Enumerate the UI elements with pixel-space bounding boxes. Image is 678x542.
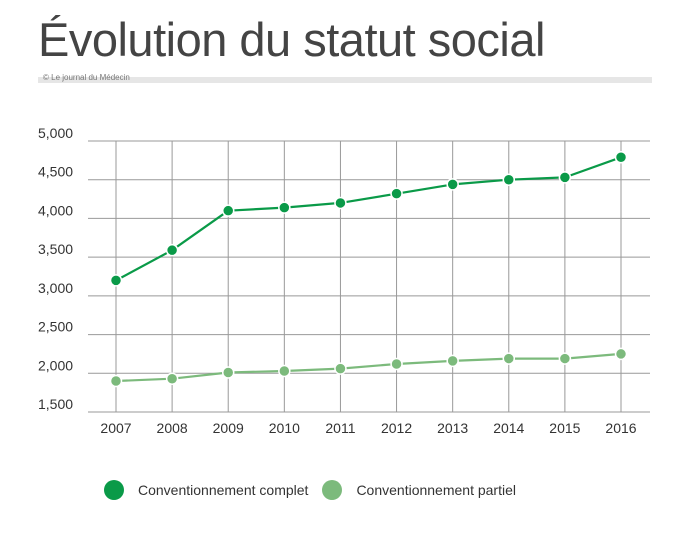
x-tick-label: 2009 xyxy=(213,420,244,436)
x-tick-label: 2012 xyxy=(381,420,412,436)
legend-swatch-partiel xyxy=(322,480,343,500)
x-tick-label: 2015 xyxy=(549,420,580,436)
data-point-partiel xyxy=(390,357,403,371)
series-line-complet xyxy=(115,156,622,282)
x-tick-label: 2008 xyxy=(157,420,188,436)
data-point-partiel xyxy=(614,347,628,361)
y-tick-label: 4,500 xyxy=(38,164,73,180)
data-point-complet xyxy=(614,151,628,164)
data-point-partiel xyxy=(109,374,123,388)
data-point-complet xyxy=(558,171,572,184)
y-tick-label: 1,500 xyxy=(38,396,73,412)
legend-swatch-complet xyxy=(104,480,124,500)
x-tick-label: 2014 xyxy=(493,420,524,436)
y-tick-label: 5,000 xyxy=(38,125,73,141)
credit-bar xyxy=(38,77,652,83)
data-point-complet xyxy=(502,173,516,186)
series-line-partiel xyxy=(115,352,622,383)
y-tick-label: 3,500 xyxy=(38,241,73,257)
y-tick-label: 4,000 xyxy=(38,202,73,218)
chart-title: Évolution du statut social xyxy=(38,13,545,66)
data-point-complet xyxy=(109,274,123,287)
data-point-complet xyxy=(221,204,235,217)
data-point-partiel xyxy=(165,372,179,385)
data-point-complet xyxy=(446,178,459,191)
data-point-partiel xyxy=(221,366,235,379)
y-tick-label: 2,500 xyxy=(38,319,73,335)
x-tick-label: 2011 xyxy=(325,420,355,436)
credit-text: © Le journal du Médecin xyxy=(43,73,130,82)
data-point-partiel xyxy=(558,352,572,365)
data-point-complet xyxy=(390,187,403,200)
data-point-complet xyxy=(334,196,347,210)
legend: Conventionnement complet Conventionnemen… xyxy=(104,480,530,500)
data-point-partiel xyxy=(502,352,516,365)
line-chart: 1,500 2,000 2,500 3,000 3,500 4,000 4,500 5,000… xyxy=(38,125,650,436)
data-point-partiel xyxy=(446,354,459,368)
legend-item-complet[interactable]: Conventionnement complet xyxy=(104,480,308,500)
x-tick-label: 2016 xyxy=(605,420,636,436)
x-tick-label: 2010 xyxy=(269,420,300,436)
data-point-partiel xyxy=(334,362,347,375)
y-tick-label: 2,000 xyxy=(38,357,73,373)
y-tick-label: 3,000 xyxy=(38,280,73,296)
data-point-complet xyxy=(165,243,179,257)
legend-label-complet: Conventionnement complet xyxy=(138,482,309,498)
x-tick-label: 2013 xyxy=(437,420,468,436)
data-point-complet xyxy=(278,201,291,214)
x-tick-label: 2007 xyxy=(100,420,131,436)
data-point-partiel xyxy=(278,364,291,378)
legend-item-partiel[interactable]: Conventionnement partiel xyxy=(322,480,516,500)
legend-label-partiel: Conventionnement partiel xyxy=(356,482,516,498)
